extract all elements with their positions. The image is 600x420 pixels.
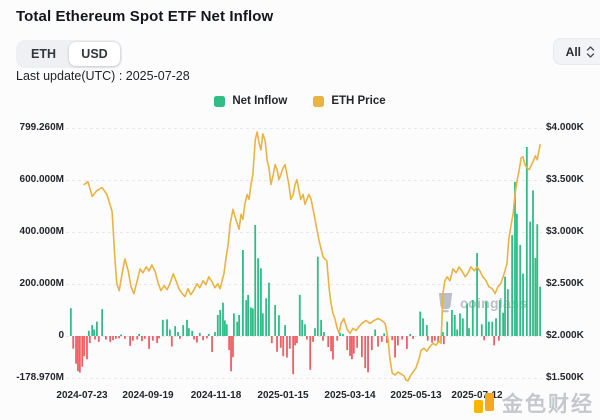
jinse-caijing-logo: 金色财经 xyxy=(474,388,594,418)
jinse-logo-text: 金色财经 xyxy=(502,393,594,416)
jinse-logo-icon xyxy=(474,392,496,414)
jinse-icon-bar-right xyxy=(485,392,494,411)
jinse-icon-bar-left xyxy=(474,399,483,413)
